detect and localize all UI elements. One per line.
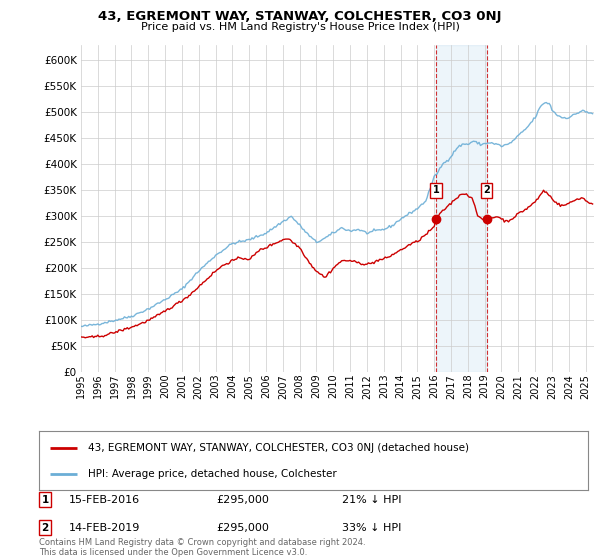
Text: £295,000: £295,000 <box>216 522 269 533</box>
Text: 43, EGREMONT WAY, STANWAY, COLCHESTER, CO3 0NJ: 43, EGREMONT WAY, STANWAY, COLCHESTER, C… <box>98 10 502 23</box>
Text: HPI: Average price, detached house, Colchester: HPI: Average price, detached house, Colc… <box>88 469 337 479</box>
Text: 2: 2 <box>484 185 490 195</box>
Text: 14-FEB-2019: 14-FEB-2019 <box>69 522 140 533</box>
Text: 15-FEB-2016: 15-FEB-2016 <box>69 494 140 505</box>
Text: Price paid vs. HM Land Registry's House Price Index (HPI): Price paid vs. HM Land Registry's House … <box>140 22 460 32</box>
Text: 21% ↓ HPI: 21% ↓ HPI <box>342 494 401 505</box>
Text: 1: 1 <box>433 185 440 195</box>
Text: 43, EGREMONT WAY, STANWAY, COLCHESTER, CO3 0NJ (detached house): 43, EGREMONT WAY, STANWAY, COLCHESTER, C… <box>88 442 469 452</box>
Bar <box>436 45 487 372</box>
Text: 33% ↓ HPI: 33% ↓ HPI <box>342 522 401 533</box>
Text: £295,000: £295,000 <box>216 494 269 505</box>
Text: Contains HM Land Registry data © Crown copyright and database right 2024.
This d: Contains HM Land Registry data © Crown c… <box>39 538 365 557</box>
Text: 2: 2 <box>41 522 49 533</box>
Text: 1: 1 <box>41 494 49 505</box>
